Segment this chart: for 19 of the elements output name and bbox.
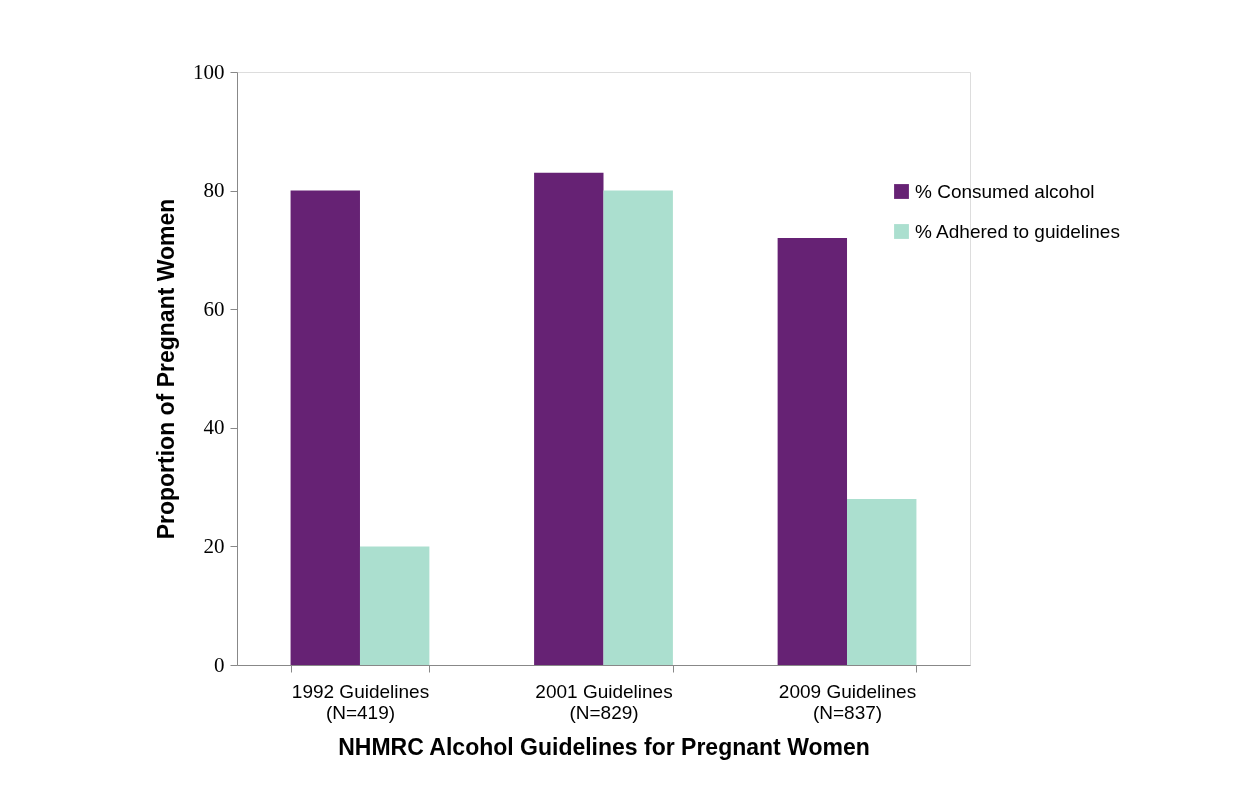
bar [603, 190, 673, 665]
legend-label: % Consumed alcohol [915, 180, 1095, 202]
x-tick-label: 1992 Guidelines (N=419) [291, 680, 430, 723]
y-tick-label: 100 [193, 59, 225, 84]
bar [534, 172, 604, 665]
y-tick-label: 20 [203, 533, 225, 558]
bar [359, 546, 430, 665]
x-tick-label: 2001 Guidelines (N=829) [535, 680, 673, 723]
bar [777, 238, 848, 665]
x-axis-title: NHMRC Alcohol Guidelines for Pregnant Women [338, 733, 870, 760]
bar [847, 498, 917, 665]
legend-label: % Adhered to guidelines [915, 220, 1120, 242]
x-tick-label: 2009 Guidelines (N=837) [778, 680, 917, 723]
y-tick-label: 80 [203, 178, 225, 203]
y-tick-label: 40 [203, 415, 225, 440]
y-tick-label: 0 [214, 652, 225, 677]
bar [290, 190, 360, 665]
y-tick-label: 60 [203, 296, 225, 321]
y-axis-title: Proportion of Pregnant Women [153, 198, 179, 540]
